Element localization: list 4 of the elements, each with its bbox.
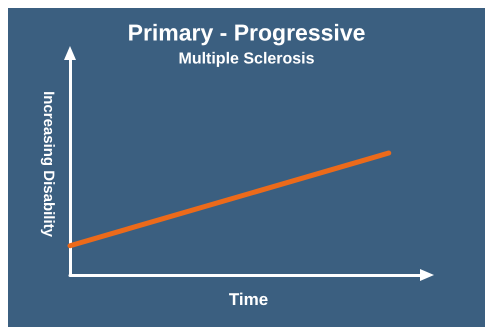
y-axis-title: Increasing Disability bbox=[40, 91, 57, 238]
chart-title: Primary - Progressive bbox=[128, 20, 366, 46]
x-axis-title: Time bbox=[228, 290, 268, 309]
chart-subtitle: Multiple Sclerosis bbox=[178, 50, 315, 68]
